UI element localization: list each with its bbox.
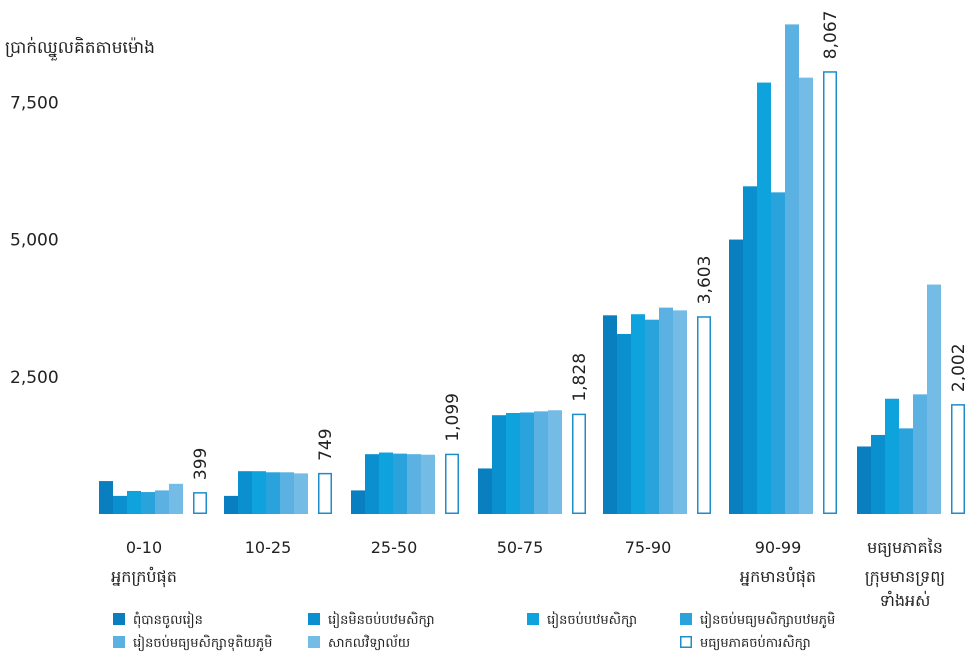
bar xyxy=(617,333,631,514)
bar xyxy=(673,310,687,514)
bar xyxy=(155,490,169,514)
bar-average xyxy=(318,472,332,514)
value-label: 8,067 xyxy=(821,11,841,60)
legend-swatch xyxy=(680,636,692,648)
legend-swatch xyxy=(113,613,125,625)
category-label: 75-90 xyxy=(625,538,672,557)
category-label: មធ្យមភាគនៃ xyxy=(867,537,943,557)
category-label: 0-10 xyxy=(126,538,162,557)
category-label: 50-75 xyxy=(497,538,544,557)
bar xyxy=(492,415,506,514)
bar xyxy=(885,398,899,514)
bar xyxy=(899,428,913,514)
legend-swatch xyxy=(680,613,692,625)
bar xyxy=(520,412,534,514)
category-label: 25-50 xyxy=(371,538,418,557)
bar-average xyxy=(193,492,207,515)
bar xyxy=(113,495,127,514)
bar-average xyxy=(697,316,711,514)
legend-label: រៀនចប់មធ្យមសិក្សាទុតិយភូមិ xyxy=(133,634,272,652)
y-tick-label: 7,500 xyxy=(10,93,59,113)
legend-label: រៀនចប់មធ្យមសិក្សាបឋមភូមិ xyxy=(700,611,835,629)
bar xyxy=(266,472,280,514)
category-labels: 0-10 អ្នកក្របំផុត 10-25 25-50 50-75 75-90 90-9… xyxy=(111,537,945,610)
bar xyxy=(365,454,379,514)
bar xyxy=(407,454,421,514)
category-sublabel: ក្រុមមានទ្រព្យ xyxy=(865,567,945,588)
bar xyxy=(294,473,308,514)
legend: ពុំបានចូលរៀន រៀនមិនចប់បឋមសិក្សា រៀនចប់បឋមស… xyxy=(113,611,835,652)
legend-label: រៀនចប់បឋមសិក្សា xyxy=(547,611,637,629)
bar xyxy=(857,446,871,514)
bar xyxy=(534,411,548,514)
bar xyxy=(729,239,743,515)
value-label: 3,603 xyxy=(695,256,715,305)
bar-average xyxy=(823,71,837,514)
y-tick-labels: 2,500 5,000 7,500 xyxy=(10,93,59,387)
category-label: 90-99 xyxy=(755,538,802,557)
y-axis-label: ប្រាក់ឈ្នួលគិតតាមម៉ោង xyxy=(5,36,155,61)
bar xyxy=(771,192,785,514)
bar xyxy=(421,454,435,514)
bar xyxy=(631,314,645,514)
category-label: 10-25 xyxy=(245,538,292,557)
bar xyxy=(141,492,155,514)
legend-label: មធ្យមភាគចប់ការសិក្សា xyxy=(700,634,811,651)
legend-swatch xyxy=(308,613,320,625)
bar xyxy=(252,471,266,514)
value-label: 1,828 xyxy=(570,353,590,402)
y-tick-label: 5,000 xyxy=(10,231,59,251)
bar-average xyxy=(572,413,586,515)
bars xyxy=(99,24,965,515)
bar xyxy=(127,490,141,514)
value-label: 399 xyxy=(191,448,211,480)
bar xyxy=(743,186,757,514)
bar xyxy=(799,77,813,514)
bar xyxy=(478,468,492,514)
value-label: 2,002 xyxy=(949,343,965,392)
bar xyxy=(379,452,393,514)
bar xyxy=(169,483,183,514)
legend-swatch xyxy=(308,636,320,648)
bar xyxy=(913,394,927,514)
bar-average xyxy=(445,453,459,515)
bar xyxy=(927,284,941,514)
legend-label: ពុំបានចូលរៀន xyxy=(133,611,203,629)
bar xyxy=(548,410,562,514)
value-label: 749 xyxy=(316,428,336,460)
category-sublabel: អ្នកក្របំផុត xyxy=(111,566,177,588)
category-sublabel: អ្នកមានបំផុត xyxy=(740,566,816,588)
bar xyxy=(351,490,365,514)
category-sublabel: ទាំងអស់ xyxy=(880,590,931,610)
legend-label: រៀនមិនចប់បឋមសិក្សា xyxy=(328,611,435,629)
legend-label: សាកលវិទ្យាល័យ xyxy=(328,634,410,651)
y-tick-label: 2,500 xyxy=(10,368,59,388)
legend-swatch xyxy=(113,636,125,648)
bar xyxy=(645,319,659,514)
bar xyxy=(99,481,113,514)
legend-swatch xyxy=(527,613,539,625)
bar xyxy=(393,453,407,514)
value-labels: 399 749 1,099 1,828 3,603 8,067 2,002 xyxy=(191,11,965,481)
bar xyxy=(238,471,252,514)
bar-average xyxy=(951,404,965,515)
bar xyxy=(224,495,238,514)
bar xyxy=(280,472,294,514)
bar xyxy=(603,315,617,514)
bar xyxy=(785,24,799,514)
value-label: 1,099 xyxy=(443,393,463,442)
bar xyxy=(506,413,520,514)
bar xyxy=(659,307,673,514)
bar xyxy=(757,82,771,514)
bar xyxy=(871,434,885,514)
